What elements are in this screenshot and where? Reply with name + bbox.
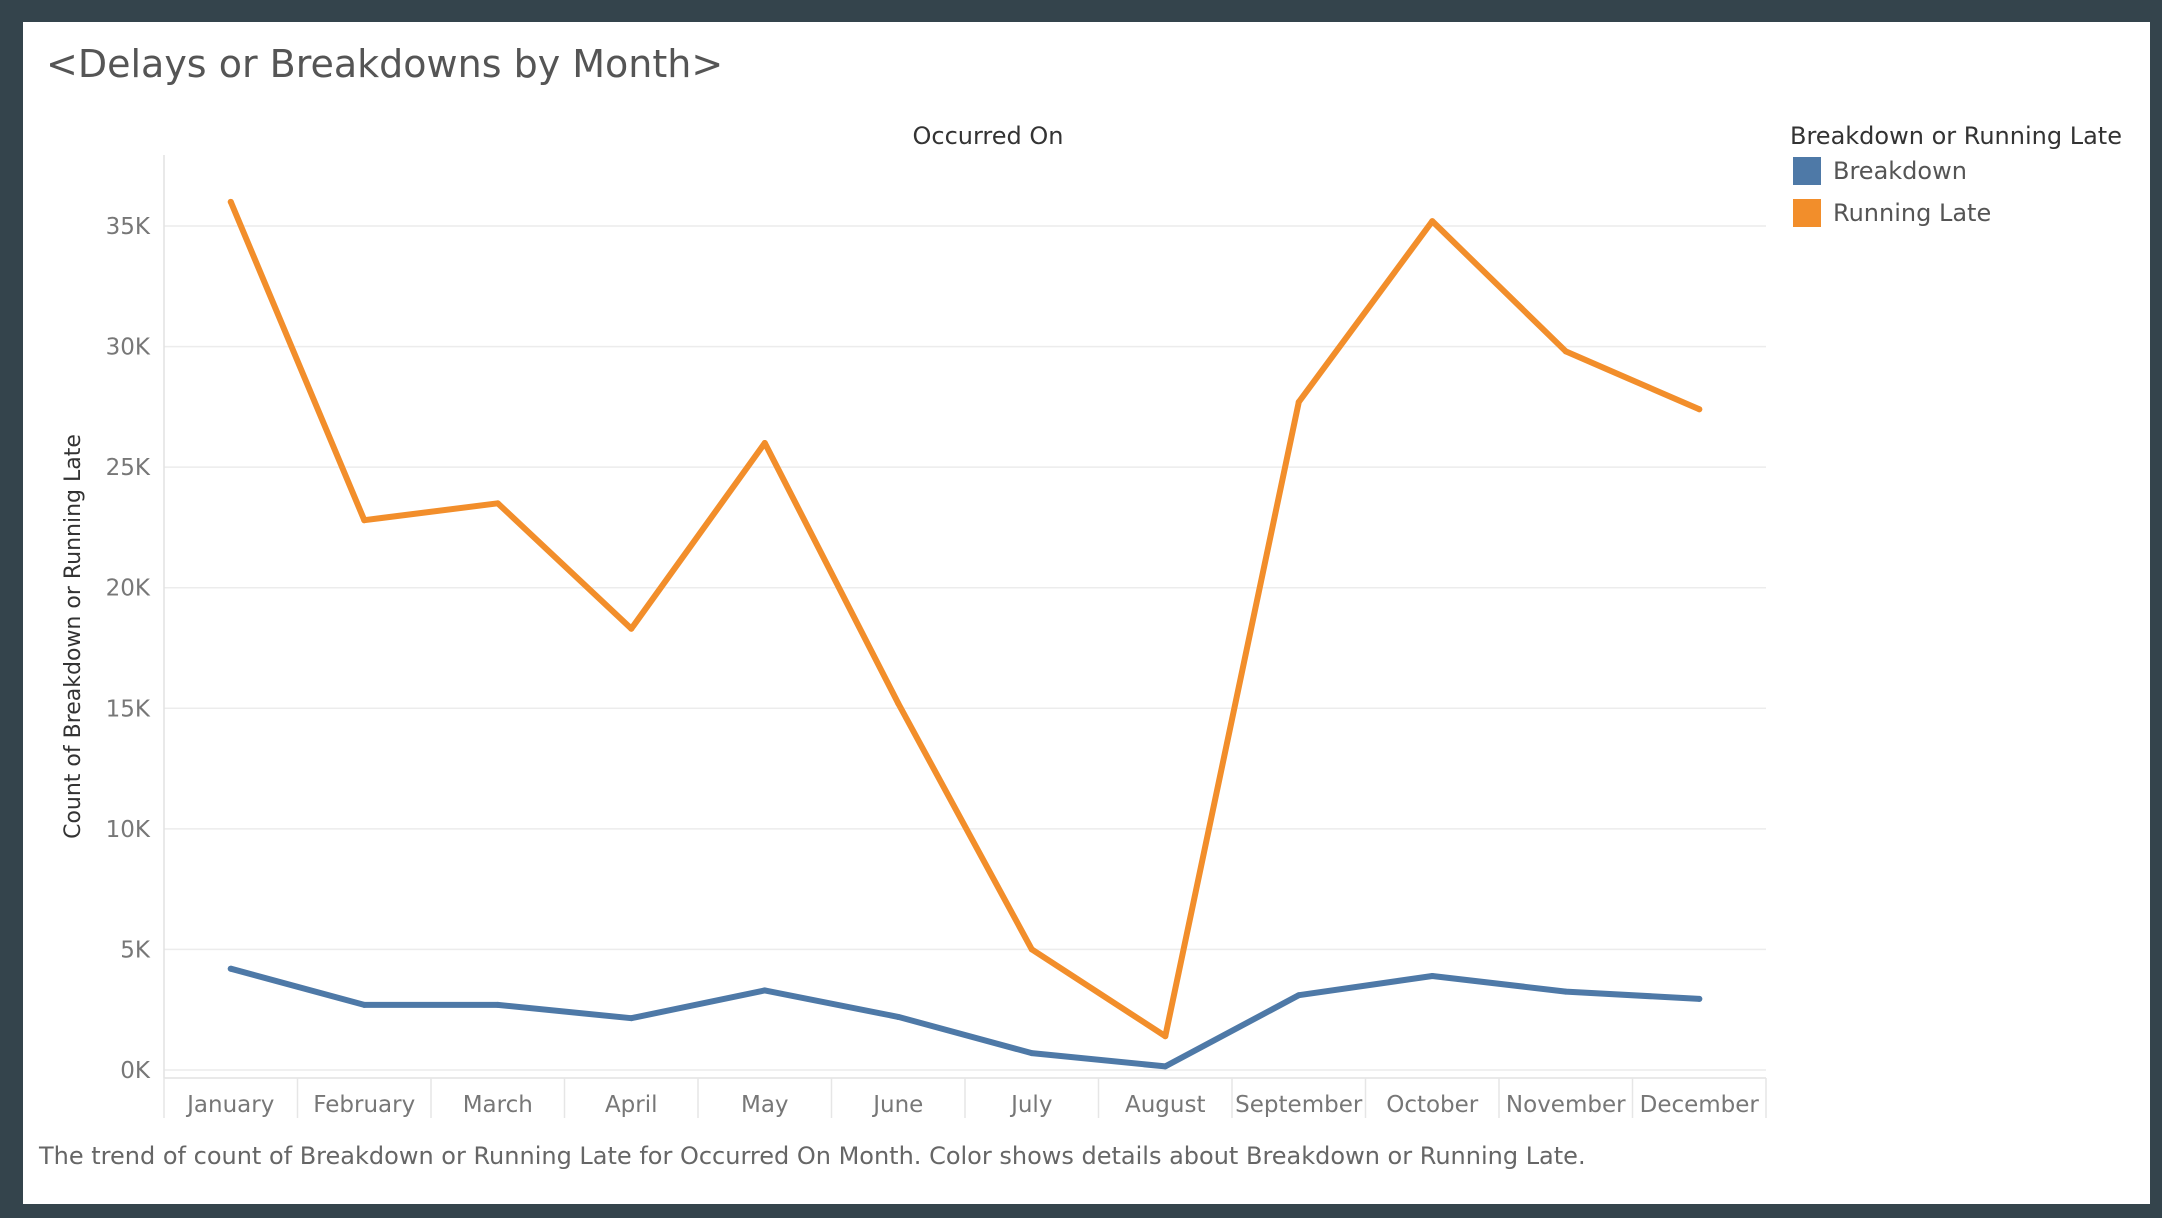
data-point-breakdown xyxy=(494,1001,501,1008)
legend-title: Breakdown or Running Late xyxy=(1790,122,2122,150)
data-point-breakdown xyxy=(361,1001,368,1008)
data-point-breakdown xyxy=(895,1013,902,1020)
data-point-running-late xyxy=(1295,399,1302,406)
column-header: Occurred On xyxy=(912,122,1064,150)
y-tick-label: 35K xyxy=(106,214,151,240)
x-tick-label: December xyxy=(1640,1092,1760,1118)
y-tick-label: 20K xyxy=(106,576,151,602)
data-point-breakdown xyxy=(1562,988,1569,995)
data-point-breakdown xyxy=(227,965,234,972)
x-tick-label: August xyxy=(1125,1092,1206,1118)
data-point-running-late xyxy=(1028,946,1035,953)
data-point-running-late xyxy=(1696,406,1703,413)
x-tick-label: January xyxy=(185,1092,274,1118)
y-axis-title: Count of Breakdown or Running Late xyxy=(61,434,86,839)
data-point-running-late xyxy=(1162,1033,1169,1040)
y-tick-label: 25K xyxy=(106,455,151,481)
data-point-breakdown xyxy=(628,1015,635,1022)
data-point-running-late xyxy=(361,517,368,524)
y-tick-label: 30K xyxy=(106,335,151,361)
chart-caption: The trend of count of Breakdown or Runni… xyxy=(39,1142,1586,1170)
legend-item-running-late[interactable]: Running Late xyxy=(1793,198,1991,228)
data-point-breakdown xyxy=(1028,1050,1035,1057)
x-tick-label: June xyxy=(871,1092,923,1118)
x-tick-label: May xyxy=(741,1092,789,1118)
data-point-running-late xyxy=(1429,218,1436,225)
legend-swatch-running-late xyxy=(1793,199,1821,227)
legend-label-running-late: Running Late xyxy=(1833,199,1992,227)
x-tick-label: March xyxy=(463,1092,533,1118)
data-point-breakdown xyxy=(1295,992,1302,999)
legend-item-breakdown[interactable]: Breakdown xyxy=(1793,156,1967,186)
series-line-breakdown xyxy=(227,965,1703,1070)
y-tick-label: 5K xyxy=(120,937,151,963)
x-tick-label: February xyxy=(313,1092,415,1118)
series-line-running-late xyxy=(227,198,1703,1040)
x-tick-label: April xyxy=(605,1092,658,1118)
x-tick-label: July xyxy=(1009,1092,1052,1118)
data-point-running-late xyxy=(761,440,768,447)
x-tick-label: October xyxy=(1386,1092,1479,1118)
y-tick-label: 0K xyxy=(120,1058,151,1084)
y-tick-label: 15K xyxy=(106,696,151,722)
chart-title: <Delays or Breakdowns by Month> xyxy=(46,42,724,86)
legend-label-breakdown: Breakdown xyxy=(1833,157,1967,185)
data-point-breakdown xyxy=(761,987,768,994)
data-point-running-late xyxy=(494,500,501,507)
legend-swatch-breakdown xyxy=(1793,157,1821,185)
data-point-running-late xyxy=(628,625,635,632)
data-point-running-late xyxy=(895,700,902,707)
data-point-breakdown xyxy=(1429,972,1436,979)
data-point-running-late xyxy=(1562,348,1569,355)
data-point-running-late xyxy=(227,198,234,205)
data-point-breakdown xyxy=(1696,995,1703,1002)
x-tick-label: September xyxy=(1235,1092,1363,1118)
y-tick-label: 10K xyxy=(106,817,151,843)
data-point-breakdown xyxy=(1162,1063,1169,1070)
x-tick-label: November xyxy=(1506,1092,1626,1118)
